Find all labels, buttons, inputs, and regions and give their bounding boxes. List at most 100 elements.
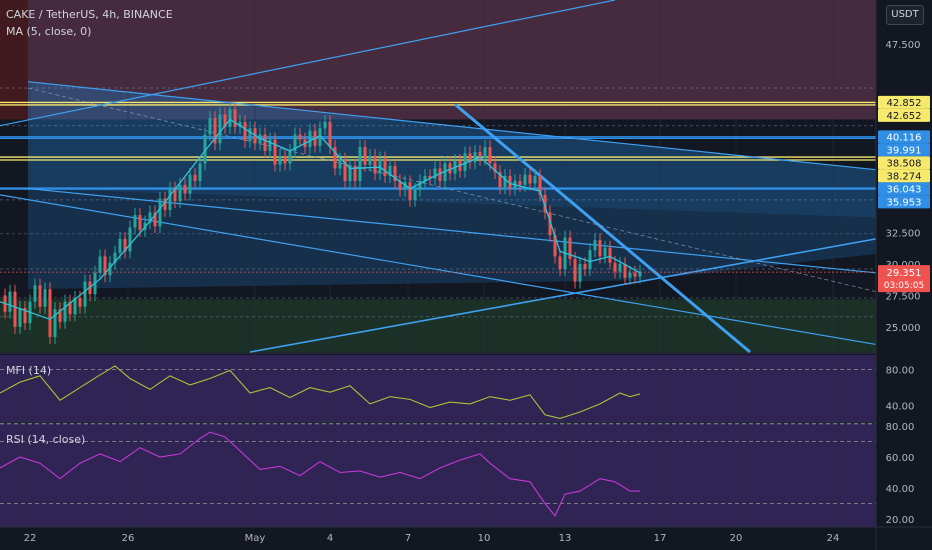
candle-body [108,262,112,276]
candle-body [623,264,627,278]
candle-body [553,235,557,257]
candle-body [138,214,142,231]
candle-body [283,155,287,164]
candle-body [583,264,587,270]
candle-body [413,189,417,200]
candle-body [153,212,157,227]
ma-indicator-label[interactable]: MA (5, close, 0) [6,25,92,38]
candle-body [123,238,127,252]
mfi-pane-background [0,355,876,422]
rsi-tick-label: 80.00 [886,422,915,433]
candle-body [523,174,527,185]
candle-body [53,309,57,337]
candle-body [558,256,562,270]
candle-body [423,176,427,182]
price-tag-label: 35.953 [887,197,922,208]
x-tick-label: 13 [559,533,572,544]
candle-body [128,227,132,252]
price-tag-background [878,182,930,196]
candle-body [633,272,637,277]
candle-body [243,121,247,141]
candle-body [418,181,422,190]
y-tick-label: 27.500 [886,291,921,302]
candle-body [288,150,292,164]
rsi-tick-label: 60.00 [886,453,915,464]
rsi-indicator-label[interactable]: RSI (14, close) [6,433,86,446]
candle-body [68,301,72,315]
x-tick-label: 7 [405,533,411,544]
price-tag-label: 40.116 [887,132,922,143]
price-tag-label: 38.508 [887,158,922,169]
candle-body [578,264,582,282]
x-tick-label: 20 [730,533,743,544]
candle-body [58,309,62,322]
candle-body [203,134,207,164]
rsi-tick-label: 40.00 [886,484,915,495]
candle-body [248,128,252,141]
candle-body [168,188,172,210]
candle-body [63,301,67,322]
price-tag-label: 42.652 [887,111,922,122]
candle-body [533,176,537,184]
candle-body [408,182,412,200]
candle-body [528,174,532,184]
price-tag-background [878,143,930,157]
candle-body [318,128,322,146]
candle-body [218,114,222,144]
candle-body [568,237,572,259]
grid-layer [0,0,876,527]
rsi-line [0,431,640,517]
candle-body [438,168,442,182]
candle-body [98,256,102,273]
candle-body [473,152,477,163]
candle-body [73,297,77,315]
candle-body [273,139,277,165]
candle-body [188,174,192,194]
candle-body [353,165,357,182]
price-tag-background [878,95,930,109]
candle-body [8,291,12,312]
candle-body [433,168,437,179]
candle-body [593,240,597,251]
candle-body [178,184,182,202]
candle-body [378,158,382,174]
candle-body [543,194,547,213]
candle-body [343,159,347,182]
candle-body [183,184,187,194]
mfi-tick-label: 40.00 [886,402,915,413]
candle-body [338,159,342,169]
candle-body [223,114,227,127]
mfi-indicator-label[interactable]: MFI (14) [6,364,52,377]
current-price-value: 29.351 [887,268,922,279]
candle-body [443,163,447,182]
candle-body [83,281,87,307]
x-tick-label: May [245,533,266,544]
price-tag-background [878,156,930,170]
candle-body [483,147,487,159]
candle-body [328,121,332,148]
candle-body [148,212,152,223]
channel-lower-line [0,194,877,346]
candle-body [368,155,372,165]
candle-body [278,155,282,165]
dashed-median-line [27,87,877,293]
channel-fill-low [28,188,876,290]
candle-body [133,214,137,228]
candle-body [163,198,167,210]
candle-body [503,176,507,188]
y-tick-label: 25.000 [886,323,921,334]
candle-body [548,212,552,236]
candle-body [468,153,472,163]
price-tag-background [878,130,930,144]
candle-body [23,308,27,324]
y-tick-label: 47.500 [886,40,921,51]
mfi-tick-label: 80.00 [886,365,915,376]
candle-body [598,240,602,257]
candle-body [308,130,312,148]
candle-body [103,256,107,276]
candle-body [293,134,297,151]
currency-selector[interactable]: USDT [886,5,924,25]
candle-body [403,182,407,190]
